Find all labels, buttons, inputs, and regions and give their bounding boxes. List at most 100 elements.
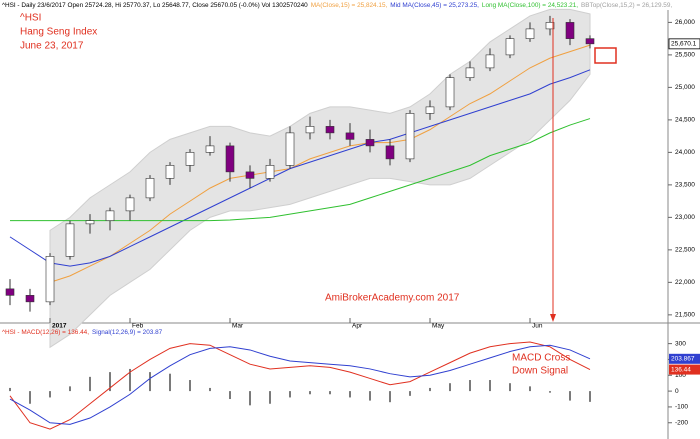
header-part: Signal(12,26,9) = 203.87	[92, 329, 163, 336]
histogram-bar	[249, 391, 251, 406]
candle-body	[145, 178, 155, 199]
header: ^HSI - Daily 23/6/2017 Open 25724.28, Hi…	[2, 2, 672, 9]
header-part: Long MA(Close,100) = 24,523.21,	[482, 2, 578, 9]
x-tick-label: Apr	[352, 323, 363, 330]
histogram-bar	[409, 391, 411, 396]
histogram-bar	[89, 376, 91, 392]
candle-body	[185, 152, 195, 166]
candle-body	[385, 145, 395, 160]
candle-body	[305, 126, 315, 134]
candle-body	[325, 126, 335, 134]
y-tick-label: 23,500	[675, 182, 695, 189]
candle-body	[425, 106, 435, 114]
last-price-label: 25,670.1	[671, 41, 697, 48]
histogram-bar	[389, 391, 391, 403]
y-tick-label: 300	[675, 340, 686, 347]
header-part: MA(Close,15) = 25,824.15,	[311, 2, 388, 9]
y-tick-label: -100	[675, 404, 688, 411]
title: Hang Seng Index	[20, 27, 97, 38]
candle-body	[525, 28, 535, 39]
candle-body	[365, 139, 375, 147]
highlight-box	[594, 47, 617, 64]
x-tick-label: Jun	[532, 323, 543, 330]
candle-body	[5, 288, 15, 296]
histogram-bar	[549, 391, 551, 393]
candle-body	[165, 165, 175, 179]
candle-body	[545, 22, 555, 30]
arrow-head	[550, 314, 556, 322]
candle-body	[585, 38, 595, 45]
header-part: Mid MA(Close,45) = 25,273.25,	[390, 2, 479, 9]
y-tick-label: 0	[675, 388, 679, 395]
header-part: BBTop(Close,15,2) = 26,129.59,	[581, 2, 672, 9]
plot: 21,500 22,000 22,500 23,000 23,500 24,000 24,5…	[5, 8, 695, 430]
candle-body	[565, 22, 575, 39]
candle-body	[25, 295, 35, 303]
histogram-bar	[209, 387, 211, 392]
candle-body	[345, 132, 355, 140]
histogram-bar	[29, 391, 31, 404]
y-tick-label: 26,000	[675, 19, 695, 26]
histogram-bar	[189, 380, 191, 392]
histogram-bar	[429, 387, 431, 392]
y-tick-label: 22,000	[675, 279, 695, 286]
histogram-bar	[69, 386, 71, 392]
moving-average	[9, 69, 591, 267]
annotation: Down Signal	[512, 366, 568, 377]
candle-body	[65, 223, 75, 257]
histogram-bar	[149, 372, 151, 392]
y-tick-label: 22,500	[675, 247, 695, 254]
y-tick-label: 25,500	[675, 52, 695, 59]
candle-body	[445, 77, 455, 108]
y-tick-label: 25,000	[675, 84, 695, 91]
y-tick-label: -200	[675, 419, 688, 426]
histogram-bar	[369, 391, 371, 401]
annotation: MACD Cross	[512, 353, 570, 364]
histogram-bar	[309, 391, 311, 395]
histogram-bar	[169, 373, 171, 392]
macd-line	[9, 344, 591, 425]
annotation: AmiBrokerAcademy.com 2017	[325, 293, 460, 304]
end-label-box	[669, 364, 700, 375]
y-tick-label: 23,000	[675, 214, 695, 221]
title: ^HSI	[20, 13, 41, 24]
histogram-bar	[329, 391, 331, 395]
candle-body	[105, 210, 115, 221]
histogram-bar	[489, 380, 491, 392]
y-tick-label: 24,000	[675, 149, 695, 156]
histogram-bar	[469, 380, 471, 392]
x-tick-label: May	[432, 323, 445, 330]
candle-body	[245, 171, 255, 179]
candle-body	[125, 197, 135, 212]
histogram-bar	[349, 391, 351, 398]
histogram-bar	[269, 391, 271, 404]
histogram-bar	[229, 391, 231, 400]
candle-body	[485, 54, 495, 69]
end-label-box	[669, 353, 700, 364]
macd-line	[9, 341, 591, 430]
histogram-bar	[449, 383, 451, 392]
candle-body	[85, 220, 95, 225]
histogram-bar	[589, 391, 591, 402]
y-tick-label: 21,500	[675, 312, 695, 319]
y-tick-label: 100	[675, 372, 686, 379]
moving-average	[49, 44, 591, 283]
histogram-bar	[9, 387, 11, 392]
candle-body	[45, 256, 55, 303]
end-label: 136.44	[671, 366, 691, 373]
histogram-bar	[49, 391, 51, 398]
last-price-box	[668, 38, 700, 50]
candle-body	[465, 67, 475, 78]
candle-body	[205, 145, 215, 153]
histogram-bar	[529, 386, 531, 392]
candle-body	[225, 145, 235, 173]
x-tick-label: Mar	[232, 323, 244, 330]
histogram-bar	[109, 372, 111, 392]
histogram-bar	[289, 391, 291, 398]
x-tick-label: Feb	[132, 323, 144, 330]
histogram-bar	[509, 383, 511, 392]
candle-body	[505, 38, 515, 56]
histogram-bar	[129, 368, 131, 392]
bollinger-band	[49, 8, 591, 349]
